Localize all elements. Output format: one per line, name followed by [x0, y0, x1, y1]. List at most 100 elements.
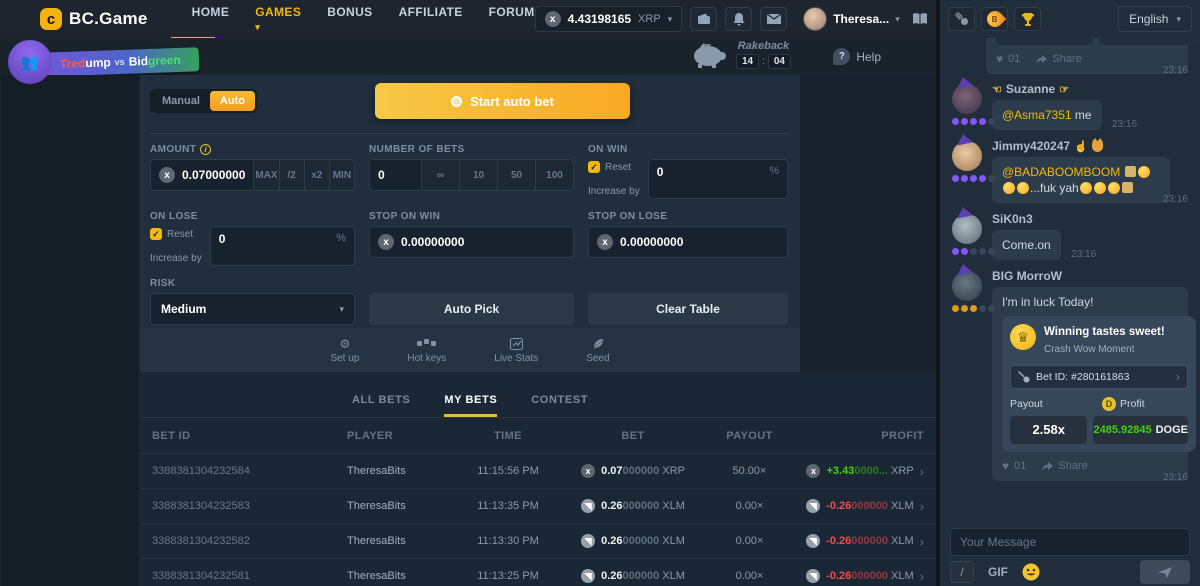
chat-message: Jimmy420247 ☝ @BADABOOMBOOM ...fuk yah 2… — [952, 132, 1188, 205]
setup-button[interactable]: ⚙ Set up — [330, 336, 360, 364]
table-row[interactable]: 3388381304232582 TheresaBits 11:13:30 PM… — [140, 524, 936, 559]
number-of-bets-input[interactable]: 0 — [369, 159, 422, 191]
nav-games[interactable]: GAMES ▾ — [255, 5, 302, 32]
bets-100-button[interactable]: 100 — [536, 159, 574, 191]
stop-on-win-input[interactable]: x 0.00000000 — [369, 226, 574, 258]
bets-infinite-button[interactable]: ∞ — [422, 159, 460, 191]
tab-contest[interactable]: CONTEST — [531, 394, 589, 406]
top-navbar: c BC.Game HOME GAMES ▾ BONUS AFFILIATE F… — [0, 0, 936, 38]
xlm-coin-icon: ◥ — [581, 499, 596, 513]
notifications-button[interactable] — [725, 7, 753, 31]
chat-messages[interactable]: 0x -1.457396USDT ♥01 Share 23:16 — [944, 38, 1196, 524]
stop-on-lose-input[interactable]: x 0.00000000 — [588, 226, 788, 258]
help-button[interactable]: ? Help — [833, 48, 881, 65]
chevron-right-icon: › — [919, 498, 924, 514]
wallet-icon — [697, 13, 710, 24]
seed-button[interactable]: Seed — [586, 337, 610, 364]
wallet-button[interactable] — [690, 7, 718, 31]
xlm-coin-icon: ◥ — [581, 534, 596, 548]
on-lose-increase-input[interactable]: 0 % — [209, 226, 355, 266]
avatar[interactable] — [952, 75, 982, 114]
risk-group: RISK Medium ▾ — [150, 278, 355, 325]
message-author[interactable]: BIG MorroW — [992, 269, 1062, 283]
table-row[interactable]: 3388381304232581 TheresaBits 11:13:25 PM… — [140, 559, 936, 586]
like-button[interactable]: ♥ 01 — [996, 52, 1021, 66]
chat-header: B English ▾ — [940, 0, 1200, 38]
chat-toggle-button[interactable] — [912, 12, 928, 26]
language-select[interactable]: English ▾ — [1118, 6, 1192, 32]
laughing-emoji-icon — [1137, 166, 1150, 178]
user-name: Theresa... — [833, 12, 890, 26]
nav-affiliate[interactable]: AFFILIATE — [398, 5, 463, 19]
crash-game-button[interactable] — [948, 7, 975, 31]
auto-mode-button[interactable]: Auto — [209, 91, 255, 111]
nav-forum[interactable]: FORUM — [488, 5, 535, 19]
user-mention[interactable]: @Asma7351 — [1002, 108, 1072, 122]
message-author[interactable]: SiK0n3 — [992, 212, 1033, 226]
bet-mode-toggle: Manual Auto — [150, 89, 257, 113]
amount-min-button[interactable]: MIN — [329, 159, 355, 191]
subheader: 👥 Tred ump vs Bid green Rakeback 14 : 04 — [0, 38, 936, 84]
command-button[interactable]: / — [950, 561, 974, 583]
gif-button[interactable]: GIF — [988, 565, 1008, 579]
avatar[interactable] — [952, 132, 982, 171]
bet-id-link[interactable]: Bet ID: #280161863 › — [1010, 365, 1188, 389]
amount-double-button[interactable]: x2 — [304, 159, 330, 191]
on-win-reset-checkbox[interactable]: ✓ — [588, 161, 600, 173]
burn-button[interactable]: B — [981, 7, 1008, 31]
clear-table-button[interactable]: Clear Table — [588, 293, 788, 325]
table-row[interactable]: 3388381304232583 TheresaBits 11:13:35 PM… — [140, 489, 936, 524]
bets-10-button[interactable]: 10 — [460, 159, 498, 191]
envelope-icon — [766, 14, 781, 24]
avatar[interactable] — [952, 205, 982, 244]
promo-banner[interactable]: 👥 Tred ump vs Bid green — [8, 40, 200, 84]
amount-max-button[interactable]: MAX — [254, 159, 280, 191]
tab-all-bets[interactable]: ALL BETS — [351, 394, 411, 406]
xlm-coin-icon: ◥ — [806, 499, 821, 513]
auto-pick-button[interactable]: Auto Pick — [369, 293, 574, 325]
user-mention[interactable]: @BADABOOMBOOM — [1002, 165, 1121, 179]
messages-button[interactable] — [760, 7, 788, 31]
witch-hat-icon — [955, 75, 973, 89]
amount-half-button[interactable]: /2 — [279, 159, 305, 191]
avatar[interactable] — [952, 262, 982, 301]
live-stats-button[interactable]: Live Stats — [494, 337, 538, 364]
on-win-increase-input[interactable]: 0 % — [647, 159, 788, 199]
contest-button[interactable] — [1014, 7, 1041, 31]
user-menu[interactable]: Theresa... ▾ — [803, 7, 900, 31]
nav-bonus[interactable]: BONUS — [327, 5, 373, 19]
table-row[interactable]: 3388381304232584 TheresaBits 11:15:56 PM… — [140, 454, 936, 489]
bets-50-button[interactable]: 50 — [498, 159, 536, 191]
on-lose-group: ON LOSE ✓ Reset Increase by 0 % — [150, 211, 355, 266]
share-button[interactable]: Share — [1036, 51, 1082, 67]
emoji-button[interactable] — [1022, 563, 1040, 581]
chat-message-input[interactable]: Your Message — [950, 528, 1190, 556]
risk-select[interactable]: Medium ▾ — [150, 293, 355, 325]
message-author[interactable]: Jimmy420247 ☝ — [992, 137, 1188, 153]
bets-table: BET ID PLAYER TIME BET PAYOUT PROFIT 338… — [140, 418, 936, 586]
balance-selector[interactable]: x 4.43198165 XRP ▾ — [534, 6, 683, 32]
start-auto-bet-button[interactable]: Start auto bet — [374, 83, 630, 119]
send-button[interactable] — [1140, 560, 1190, 584]
like-button[interactable]: ♥ 01 — [1002, 459, 1027, 473]
nav-home[interactable]: HOME — [191, 5, 230, 19]
game-left-strip — [2, 75, 138, 586]
manual-mode-button[interactable]: Manual — [162, 95, 200, 107]
trophy-icon — [1021, 12, 1034, 26]
autobet-form: AMOUNT i x 0.07000000 MAX /2 x2 MIN NUMBE… — [140, 134, 800, 325]
amount-input[interactable]: x 0.07000000 — [150, 159, 255, 191]
xrp-coin-icon: x — [159, 167, 175, 183]
message-bubble: @BADABOOMBOOM ...fuk yah — [992, 157, 1170, 203]
chevron-right-icon: › — [919, 568, 924, 584]
keyboard-icon — [416, 337, 437, 351]
share-icon — [1042, 461, 1054, 471]
tab-my-bets[interactable]: MY BETS — [444, 394, 498, 417]
message-author[interactable]: ☜ Suzanne ☞ — [992, 82, 1070, 96]
share-button[interactable]: Share — [1042, 458, 1088, 474]
on-lose-reset-checkbox[interactable]: ✓ — [150, 228, 162, 240]
rakeback-widget[interactable]: Rakeback 14 : 04 — [690, 40, 791, 69]
bcgame-logo[interactable]: c BC.Game — [40, 8, 148, 30]
hotkeys-button[interactable]: Hot keys — [407, 337, 446, 364]
chat-message-partial: 0x -1.457396USDT ♥01 Share 23:16 — [952, 38, 1196, 76]
chevron-right-icon: › — [919, 463, 924, 479]
